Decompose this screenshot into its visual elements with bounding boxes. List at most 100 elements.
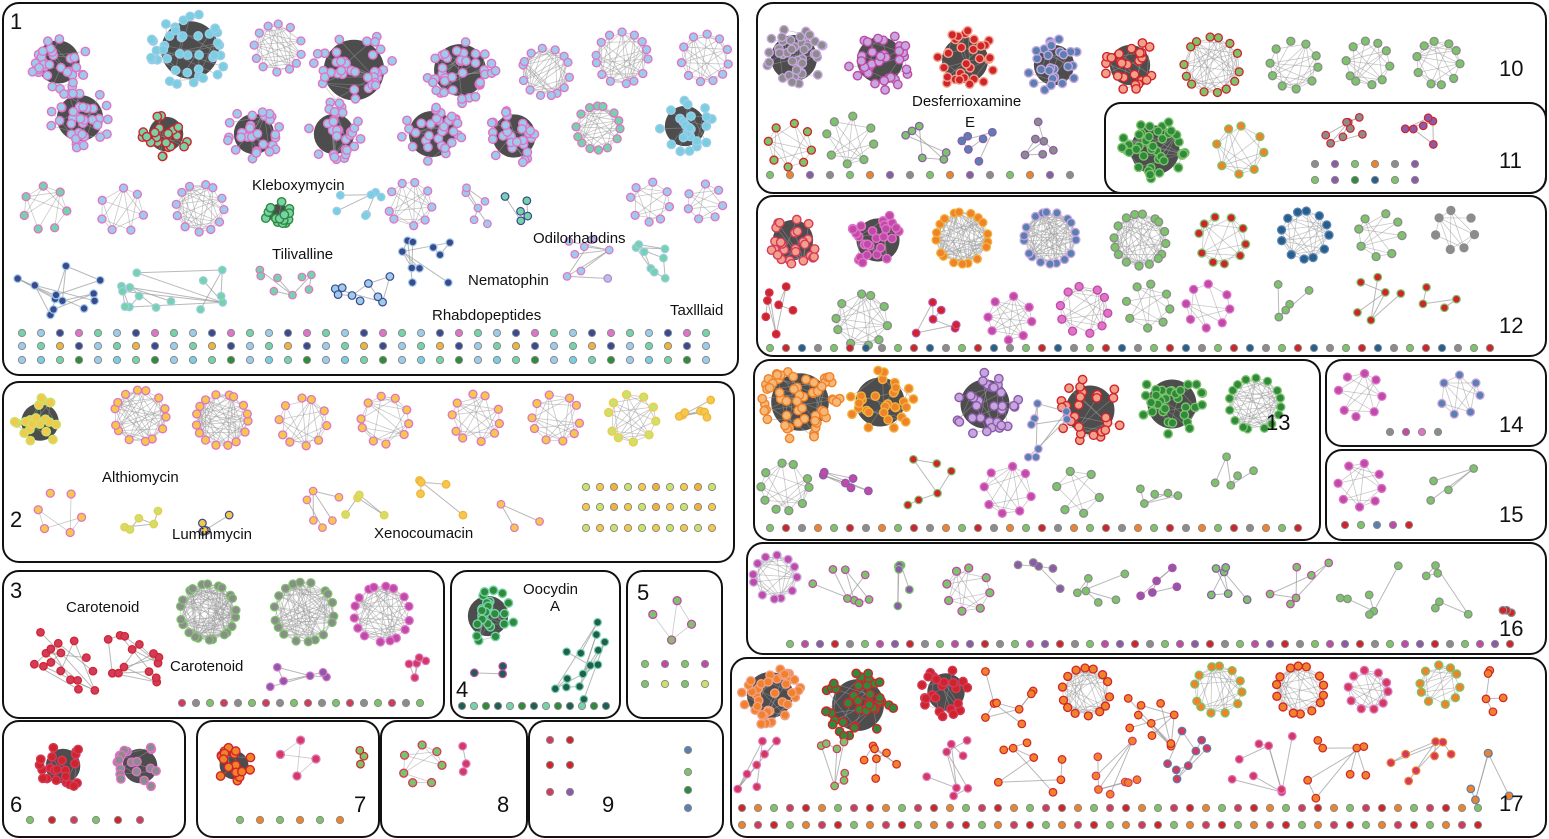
- edge: [1435, 234, 1465, 249]
- node: [787, 687, 797, 698]
- node: [291, 58, 302, 69]
- node: [56, 648, 66, 658]
- node: [975, 603, 985, 613]
- node: [48, 434, 58, 445]
- node: [331, 698, 341, 708]
- node: [954, 392, 965, 403]
- edge: [1144, 495, 1179, 505]
- edge: [1416, 56, 1461, 65]
- edge: [1439, 601, 1469, 615]
- node: [493, 701, 503, 711]
- node: [66, 118, 77, 129]
- edge: [1232, 390, 1279, 416]
- edge: [596, 34, 635, 64]
- node: [995, 639, 1005, 649]
- node: [1134, 47, 1145, 58]
- node: [308, 515, 318, 525]
- cluster-61: [112, 742, 161, 792]
- edge: [1338, 373, 1365, 391]
- node: [430, 53, 441, 64]
- node: [171, 199, 181, 210]
- node: [1371, 251, 1381, 262]
- node: [917, 680, 927, 690]
- node: [1030, 134, 1040, 144]
- node: [1137, 209, 1148, 219]
- edge: [107, 639, 113, 674]
- node: [210, 23, 221, 34]
- edge: [1008, 296, 1014, 340]
- edge: [34, 285, 51, 316]
- node: [334, 492, 344, 502]
- edge: [1221, 128, 1229, 166]
- edge: [1117, 214, 1136, 255]
- edge: [205, 394, 217, 441]
- edge: [524, 61, 552, 96]
- node: [1370, 159, 1380, 169]
- node: [249, 40, 259, 50]
- node: [932, 459, 942, 468]
- node: [132, 189, 143, 199]
- node: [45, 397, 55, 408]
- node: [1393, 561, 1403, 571]
- node: [764, 57, 774, 68]
- edge: [987, 306, 1030, 318]
- edge: [1347, 598, 1375, 612]
- node: [1498, 605, 1508, 615]
- node: [1100, 68, 1111, 79]
- node: [530, 328, 540, 338]
- edge: [182, 609, 237, 626]
- node: [1028, 558, 1038, 567]
- node: [865, 689, 875, 700]
- cluster-95: [831, 289, 893, 350]
- node: [47, 815, 57, 825]
- edge: [1056, 486, 1084, 514]
- node: [811, 49, 822, 59]
- node: [1055, 639, 1065, 649]
- node: [710, 212, 720, 222]
- edge: [278, 595, 285, 635]
- node: [317, 698, 327, 708]
- node: [500, 192, 510, 201]
- node: [637, 502, 647, 512]
- node: [522, 196, 532, 206]
- edge: [613, 396, 644, 404]
- node: [149, 127, 160, 138]
- node: [568, 328, 578, 338]
- node: [789, 674, 800, 685]
- edge: [267, 25, 290, 70]
- edge: [1190, 308, 1230, 320]
- edge: [835, 306, 885, 319]
- edge: [630, 191, 668, 198]
- panel-7-frame: [196, 720, 380, 838]
- node: [1370, 175, 1380, 185]
- edge: [1433, 41, 1442, 85]
- node: [997, 401, 1008, 411]
- node: [370, 36, 380, 47]
- edge: [1348, 465, 1380, 475]
- edge: [1185, 303, 1207, 329]
- node: [530, 355, 540, 365]
- cluster-117: [1210, 452, 1258, 490]
- edge: [1101, 297, 1105, 326]
- edge: [1416, 56, 1432, 85]
- node: [144, 667, 154, 677]
- edge: [295, 593, 329, 642]
- node: [573, 132, 583, 142]
- edge: [1037, 403, 1067, 412]
- node: [1091, 393, 1102, 403]
- edge: [775, 487, 810, 510]
- edge: [752, 554, 778, 575]
- node: [1238, 422, 1248, 432]
- node: [951, 320, 961, 330]
- node: [609, 523, 619, 533]
- node: [1377, 75, 1387, 85]
- node: [216, 291, 226, 301]
- node: [215, 771, 226, 781]
- node: [984, 499, 994, 510]
- edge: [357, 497, 385, 516]
- node: [764, 47, 774, 58]
- node: [857, 257, 868, 268]
- node: [947, 665, 958, 676]
- node: [651, 482, 661, 492]
- edge: [115, 408, 166, 426]
